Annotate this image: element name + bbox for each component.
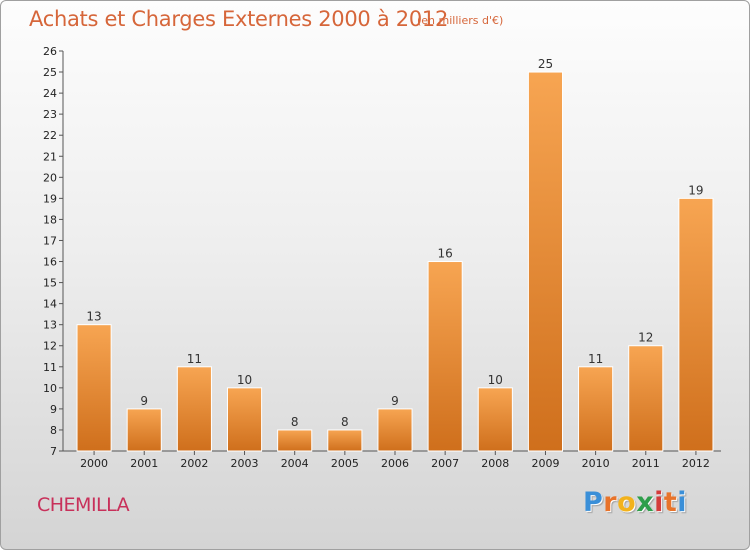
data-label-2006: 9	[391, 394, 399, 408]
x-tick-label: 2009	[531, 457, 559, 470]
y-tick-label: 21	[43, 150, 57, 163]
data-label-2010: 11	[588, 352, 603, 366]
bar-2000	[76, 324, 112, 452]
data-label-2011: 12	[638, 331, 653, 345]
y-tick-label: 17	[43, 234, 57, 247]
y-tick-label: 19	[43, 192, 57, 205]
x-tick-label: 2011	[632, 457, 660, 470]
data-label-2005: 8	[341, 415, 349, 429]
y-tick-label: 8	[50, 424, 57, 437]
bar-2011	[628, 345, 664, 452]
x-tick-label: 2001	[130, 457, 158, 470]
y-tick-label: 25	[43, 66, 57, 79]
y-tick-label: 16	[43, 256, 57, 269]
x-tick-label: 2000	[80, 457, 108, 470]
y-tick-label: 13	[43, 319, 57, 332]
y-tick-label: 7	[50, 445, 57, 458]
y-tick-label: 20	[43, 171, 57, 184]
bar-2007	[427, 261, 463, 452]
bar-2009	[527, 71, 564, 452]
logo-letter: o	[617, 487, 637, 518]
logo-letter: i	[654, 487, 664, 518]
logo-letter: P	[583, 487, 604, 518]
x-tick-label: 2005	[331, 457, 359, 470]
logo-letter: t	[663, 487, 678, 518]
city-name: CHEMILLA	[37, 494, 130, 516]
x-tick-label: 2008	[481, 457, 509, 470]
y-tick-label: 10	[43, 382, 57, 395]
y-tick-label: 26	[43, 45, 57, 58]
y-tick-label: 14	[43, 298, 57, 311]
bar-2004	[277, 429, 313, 452]
bar-2012	[678, 197, 714, 452]
logo-letter: x	[636, 487, 655, 518]
y-tick-label: 11	[43, 361, 57, 374]
chart-title: Achats et Charges Externes 2000 à 2012	[29, 7, 449, 31]
logo-letter: i	[677, 487, 688, 518]
data-label-2004: 8	[291, 415, 299, 429]
y-tick-label: 15	[43, 277, 57, 290]
proxiti-logo: Proxiti	[583, 487, 687, 518]
data-label-2007: 16	[438, 247, 453, 261]
y-tick-label: 23	[43, 108, 57, 121]
y-tick-label: 18	[43, 213, 57, 226]
bar-2006	[377, 408, 413, 452]
y-tick-label: 24	[43, 87, 57, 100]
chart-subtitle: (en milliers d'€)	[417, 14, 504, 27]
y-tick-label: 22	[43, 129, 57, 142]
bar-2010	[578, 366, 614, 452]
data-label-2000: 13	[86, 310, 101, 324]
data-label-2012: 19	[688, 183, 703, 197]
x-tick-label: 2004	[281, 457, 309, 470]
bar-2008	[477, 387, 513, 452]
data-label-2002: 11	[187, 352, 202, 366]
data-label-2003: 10	[237, 373, 252, 387]
x-tick-label: 2007	[431, 457, 459, 470]
bar-2003	[226, 387, 263, 452]
x-tick-label: 2006	[381, 457, 409, 470]
bar-2002	[176, 366, 212, 452]
bar-2005	[327, 429, 363, 452]
x-tick-label: 2010	[582, 457, 610, 470]
logo-letter: r	[603, 487, 618, 518]
y-tick-label: 12	[43, 340, 57, 353]
data-label-2008: 10	[488, 373, 503, 387]
data-label-2009: 25	[538, 57, 553, 71]
x-tick-label: 2002	[180, 457, 208, 470]
x-tick-label: 2012	[682, 457, 710, 470]
bar-2001	[126, 408, 162, 452]
data-label-2001: 9	[140, 394, 148, 408]
y-tick-label: 9	[50, 403, 57, 416]
x-tick-label: 2003	[231, 457, 259, 470]
